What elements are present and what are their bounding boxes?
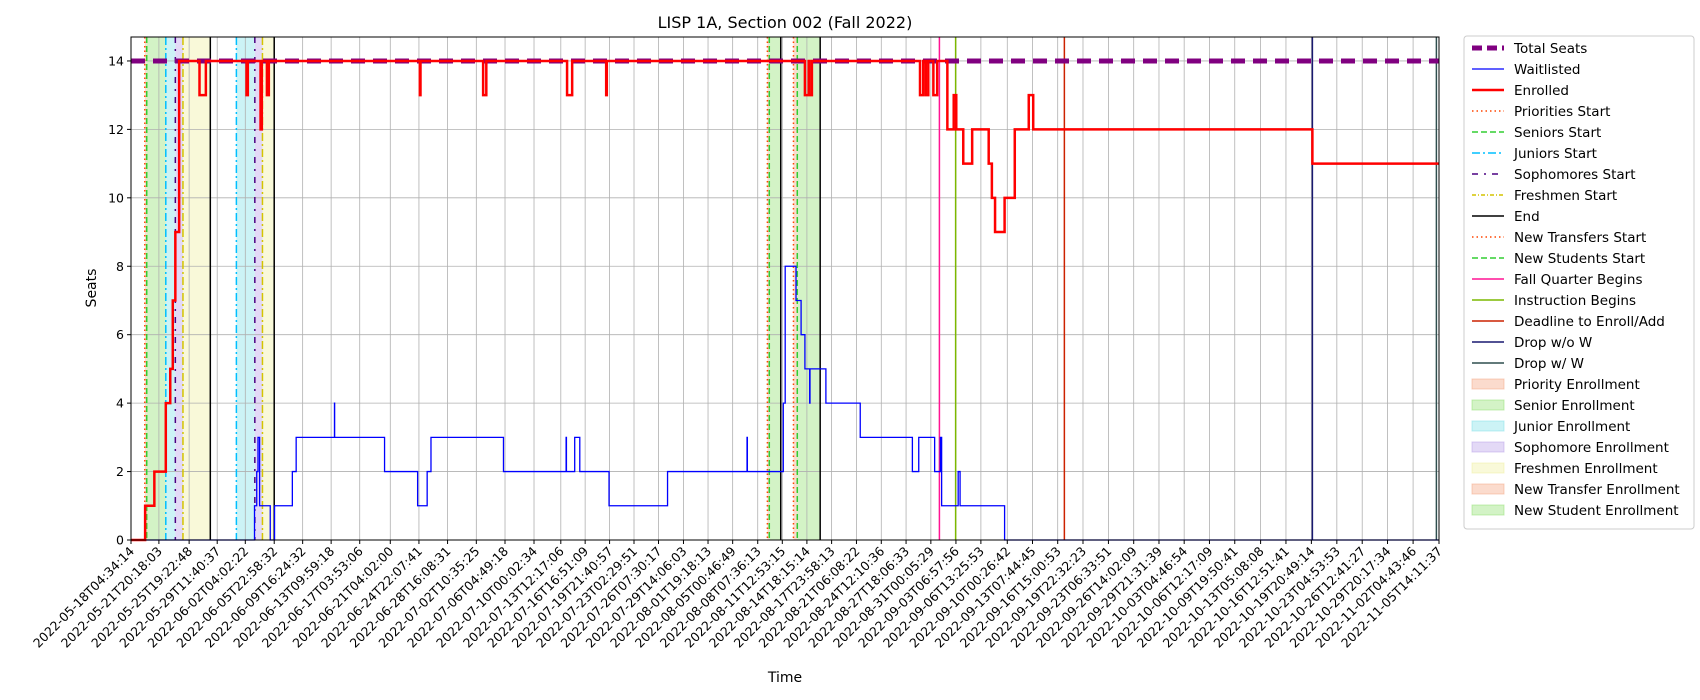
legend-item-freshmen-start: Freshmen Start (1472, 188, 1617, 204)
series (131, 58, 1439, 542)
legend-item-new-student-enrollment: New Student Enrollment (1471, 503, 1679, 519)
region-priority-enrollment-1 (767, 37, 770, 540)
legend-label: Instruction Begins (1514, 293, 1636, 309)
legend-item-instruction-begins: Instruction Begins (1472, 293, 1636, 309)
legend: Total Seats Waitlisted Enrolled Priorities … (1463, 35, 1695, 530)
region-senior-enrollment-1 (769, 37, 781, 540)
y-tick-label: 8 (116, 259, 124, 274)
legend-label: Freshmen Start (1514, 188, 1617, 204)
y-tick-label: 0 (116, 533, 124, 548)
event-markers (144, 37, 1438, 540)
legend-item-drop-w-o-w: Drop w/o W (1472, 335, 1592, 351)
legend-item-fall-quarter-begins: Fall Quarter Begins (1472, 272, 1643, 288)
region-senior-enrollment-0 (146, 37, 166, 540)
legend-item-freshmen-enrollment: Freshmen Enrollment (1471, 461, 1658, 477)
legend-label: Freshmen Enrollment (1514, 461, 1658, 477)
legend-item-juniors-start: Juniors Start (1472, 146, 1597, 162)
legend-item-new-transfer-enrollment: New Transfer Enrollment (1471, 482, 1680, 498)
y-axis: 0 2 4 6 8 10 12 14 (108, 53, 131, 548)
x-axis: 2022-05-18T04:34:142022-05-21T20:18:0320… (30, 540, 1445, 651)
legend-item-waitlisted: Waitlisted (1472, 62, 1581, 78)
legend-label: Priority Enrollment (1514, 377, 1640, 393)
region-freshmen-enrollment-1 (262, 37, 275, 540)
legend-label: Sophomores Start (1514, 167, 1636, 183)
region-sophomore-enrollment-0 (175, 37, 183, 540)
legend-label: Fall Quarter Begins (1514, 272, 1643, 288)
plot-frame (130, 36, 1440, 541)
region-junior-enrollment-0 (165, 37, 176, 540)
legend-item-total-seats: Total Seats (1472, 41, 1587, 57)
series-waitlisted (131, 265, 1439, 541)
enrollment-regions (144, 37, 821, 540)
region-sophomore-enrollment-1 (254, 37, 263, 540)
legend-label: End (1514, 209, 1540, 225)
legend-label: New Students Start (1514, 251, 1645, 267)
legend-item-senior-enrollment: Senior Enrollment (1471, 398, 1635, 414)
region-priority-enrollment-0 (144, 37, 147, 540)
legend-item-end: End (1472, 209, 1540, 225)
legend-label: Total Seats (1513, 41, 1587, 57)
legend-item-new-transfers-start: New Transfers Start (1472, 230, 1646, 246)
y-tick-label: 6 (116, 327, 124, 342)
y-tick-label: 4 (116, 396, 124, 411)
legend-item-sophomore-enrollment: Sophomore Enrollment (1471, 440, 1669, 456)
region-new-student-enrollment-0 (797, 37, 821, 540)
plot-area (130, 36, 1440, 542)
y-tick-label: 14 (108, 53, 124, 68)
legend-swatch (1471, 399, 1505, 411)
legend-swatch (1471, 462, 1505, 474)
legend-label: New Transfers Start (1514, 230, 1646, 246)
legend-swatch (1471, 504, 1505, 516)
legend-label: Deadline to Enroll/Add (1514, 314, 1665, 330)
legend-item-new-students-start: New Students Start (1472, 251, 1645, 267)
y-axis-label: Seats (84, 269, 100, 308)
legend-item-seniors-start: Seniors Start (1472, 125, 1601, 141)
legend-item-drop-w-w: Drop w/ W (1472, 356, 1584, 372)
legend-label: Drop w/o W (1514, 335, 1592, 351)
legend-swatch (1471, 483, 1505, 495)
legend-item-priority-enrollment: Priority Enrollment (1471, 377, 1640, 393)
legend-label: New Transfer Enrollment (1514, 482, 1680, 498)
region-freshmen-enrollment-0 (182, 37, 211, 540)
y-tick-label: 12 (108, 122, 124, 137)
legend-label: Seniors Start (1514, 125, 1601, 141)
legend-label: Enrolled (1514, 83, 1569, 99)
series-enrolled (131, 59, 1439, 542)
legend-label: Junior Enrollment (1513, 419, 1630, 435)
legend-item-junior-enrollment: Junior Enrollment (1471, 419, 1630, 435)
x-axis-label: Time (767, 670, 802, 686)
legend-label: Drop w/ W (1514, 356, 1584, 372)
legend-label: Waitlisted (1514, 62, 1581, 78)
y-tick-label: 2 (116, 464, 124, 479)
legend-label: Priorities Start (1514, 104, 1610, 120)
legend-label: Sophomore Enrollment (1514, 440, 1669, 456)
legend-label: Juniors Start (1513, 146, 1597, 162)
legend-item-priorities-start: Priorities Start (1472, 104, 1610, 120)
legend-label: Senior Enrollment (1514, 398, 1635, 414)
legend-item-deadline-to-enroll-add: Deadline to Enroll/Add (1472, 314, 1665, 330)
chart-title: LISP 1A, Section 002 (Fall 2022) (658, 13, 913, 32)
legend-swatch (1471, 420, 1505, 432)
legend-frame (1463, 35, 1695, 530)
legend-label: New Student Enrollment (1514, 503, 1679, 519)
legend-swatch (1471, 441, 1505, 453)
legend-item-sophomores-start: Sophomores Start (1472, 167, 1636, 183)
legend-item-enrolled: Enrolled (1472, 83, 1569, 99)
y-tick-label: 10 (108, 190, 124, 205)
legend-swatch (1471, 378, 1505, 390)
